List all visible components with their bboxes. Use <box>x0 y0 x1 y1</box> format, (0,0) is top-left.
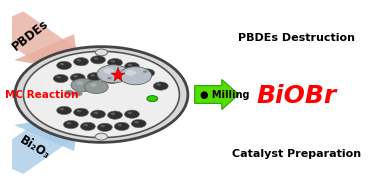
Circle shape <box>23 51 179 138</box>
Circle shape <box>84 124 88 126</box>
Circle shape <box>95 49 108 56</box>
Circle shape <box>114 122 129 131</box>
Circle shape <box>84 81 108 94</box>
Circle shape <box>77 59 81 62</box>
Circle shape <box>91 110 105 118</box>
Circle shape <box>101 125 105 127</box>
Circle shape <box>108 58 122 67</box>
Circle shape <box>63 120 78 129</box>
Circle shape <box>157 84 161 86</box>
Text: Bi₂O₃: Bi₂O₃ <box>17 134 52 162</box>
Circle shape <box>107 77 112 79</box>
Circle shape <box>97 123 112 132</box>
Text: BiOBr: BiOBr <box>256 84 336 108</box>
Circle shape <box>134 121 139 123</box>
Circle shape <box>124 62 139 70</box>
Circle shape <box>104 75 119 84</box>
Circle shape <box>125 70 136 76</box>
Circle shape <box>117 124 122 126</box>
Circle shape <box>94 57 98 60</box>
Circle shape <box>77 81 83 85</box>
Circle shape <box>131 119 146 128</box>
Circle shape <box>94 112 98 114</box>
Text: PBDEs: PBDEs <box>10 17 51 53</box>
Text: Catalyst Preparation: Catalyst Preparation <box>232 149 361 159</box>
Circle shape <box>95 133 108 140</box>
FancyArrow shape <box>195 80 239 109</box>
Circle shape <box>74 57 88 66</box>
Circle shape <box>108 111 122 119</box>
Circle shape <box>128 64 132 66</box>
Circle shape <box>97 65 130 83</box>
Circle shape <box>71 79 95 92</box>
Circle shape <box>53 74 68 83</box>
Circle shape <box>128 112 132 114</box>
Circle shape <box>91 56 105 64</box>
Circle shape <box>70 74 85 82</box>
Circle shape <box>80 122 95 131</box>
Circle shape <box>67 122 71 124</box>
Circle shape <box>119 67 152 85</box>
Circle shape <box>124 110 139 118</box>
Circle shape <box>87 73 102 81</box>
Circle shape <box>153 82 168 90</box>
Circle shape <box>15 47 188 142</box>
Circle shape <box>147 96 158 102</box>
Circle shape <box>56 76 61 78</box>
Polygon shape <box>14 113 80 151</box>
Circle shape <box>64 90 74 95</box>
Circle shape <box>111 113 115 115</box>
Circle shape <box>57 106 71 115</box>
Text: MC Reaction: MC Reaction <box>6 90 79 99</box>
Circle shape <box>90 83 97 87</box>
Circle shape <box>57 61 71 70</box>
Polygon shape <box>14 34 80 72</box>
Circle shape <box>111 60 115 63</box>
Text: PBDEs Destruction: PBDEs Destruction <box>238 33 355 43</box>
Polygon shape <box>0 105 98 174</box>
Circle shape <box>140 69 155 77</box>
Circle shape <box>77 110 81 112</box>
Circle shape <box>104 68 114 74</box>
Circle shape <box>60 108 64 110</box>
Circle shape <box>73 91 83 96</box>
Circle shape <box>90 74 95 77</box>
Circle shape <box>60 63 64 65</box>
Text: ● Milling: ● Milling <box>200 90 249 99</box>
Circle shape <box>143 70 147 73</box>
Circle shape <box>73 75 78 77</box>
Polygon shape <box>0 11 98 80</box>
Circle shape <box>74 108 88 116</box>
